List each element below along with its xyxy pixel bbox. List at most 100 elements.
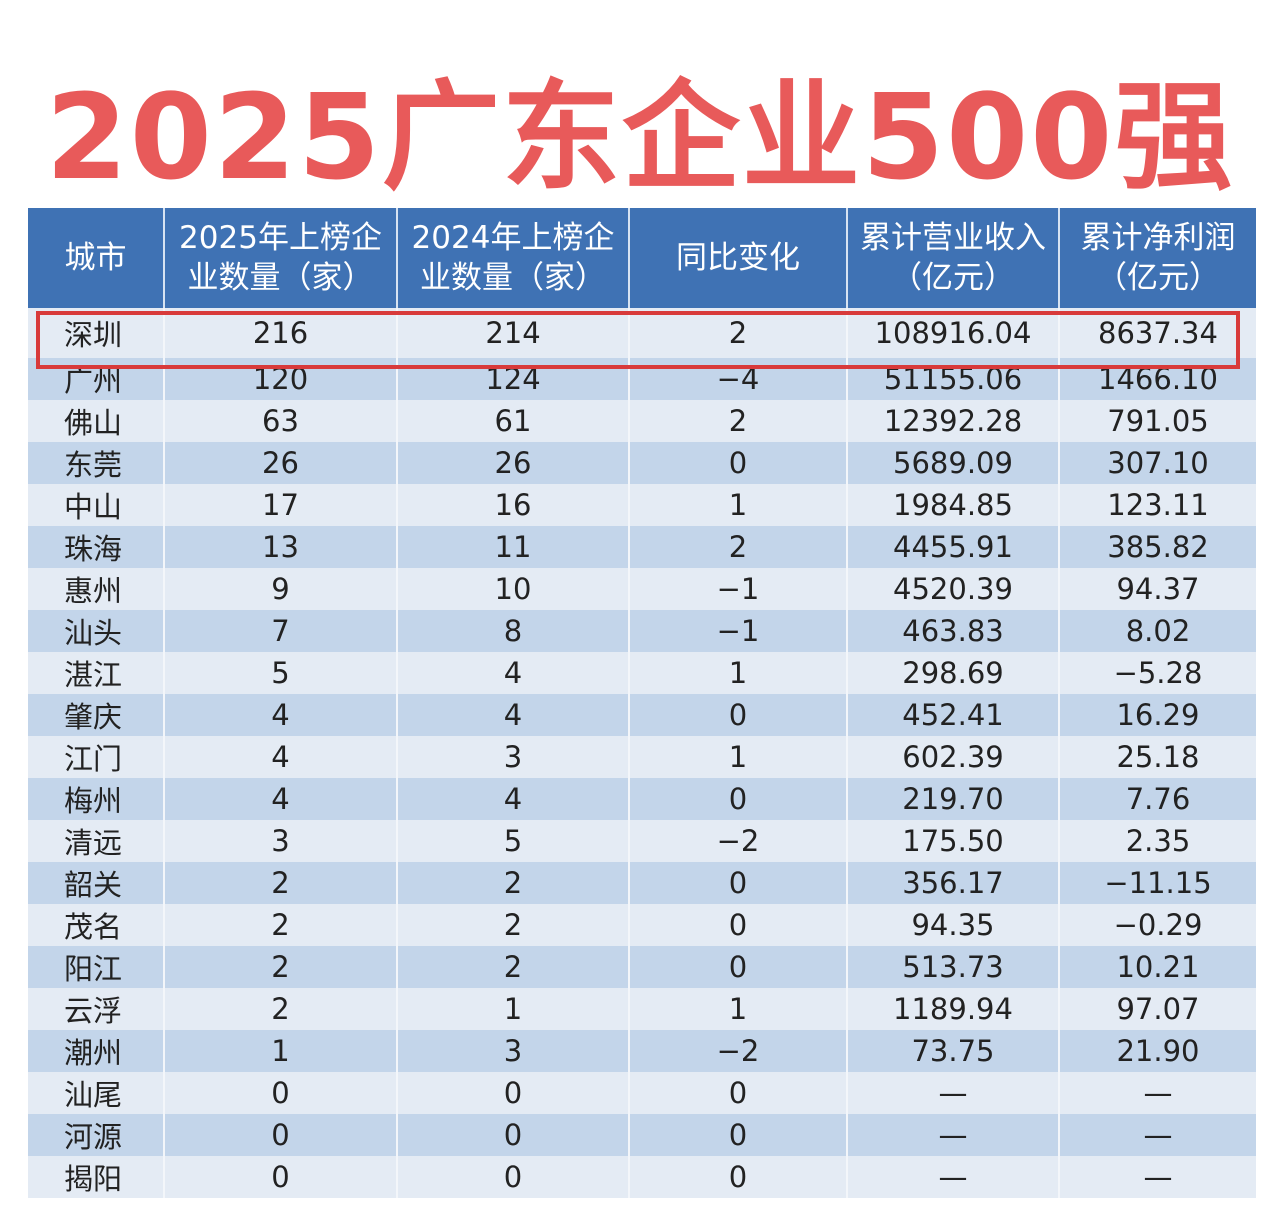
cell-net-profit: — [1143,1076,1173,1110]
table-row: 韶关 2 2 0 356.17 −11.15 [28,862,1256,904]
header-net-profit: 累计净利润 （亿元） [1080,220,1236,296]
cell-yoy-change: 2 [630,308,848,358]
cell-revenue: 12392.28 [848,400,1060,442]
cell-net-profit: 791.05 [1107,404,1209,438]
cell-city: 揭阳 [28,1156,165,1198]
cell-yoy-change: 0 [630,862,848,904]
table-row: 潮州 1 3 −2 73.75 21.90 [28,1030,1256,1072]
table-row: 江门 4 3 1 602.39 25.18 [28,736,1256,778]
table-row: 佛山 63 61 2 12392.28 791.05 [28,400,1256,442]
cell-count-2024: 8 [398,610,630,652]
cell-yoy-change: −1 [630,610,848,652]
cell-city: 茂名 [28,904,165,946]
cell-city: 汕尾 [28,1072,165,1114]
cell-count-2024: 3 [398,736,630,778]
cell-count-2024: 0 [398,1114,630,1156]
cell-revenue: 4455.91 [848,526,1060,568]
cell-revenue: 51155.06 [848,358,1060,400]
table-row: 茂名 2 2 0 94.35 −0.29 [28,904,1256,946]
cell-count-2024: 124 [398,358,630,400]
cell-net-profit: 25.18 [1116,740,1200,774]
cell-city: 肇庆 [28,694,165,736]
cell-count-2025: 63 [165,400,398,442]
cell-count-2024: 214 [398,308,630,358]
cell-count-2024: 61 [398,400,630,442]
cell-city: 深圳 [28,308,165,358]
cell-count-2024: 16 [398,484,630,526]
cell-revenue: 1189.94 [848,988,1060,1030]
cell-city: 湛江 [28,652,165,694]
cell-city: 清远 [28,820,165,862]
cell-revenue: 463.83 [848,610,1060,652]
cell-revenue: 219.70 [848,778,1060,820]
cell-yoy-change: 0 [630,904,848,946]
cell-count-2025: 9 [165,568,398,610]
header-city: 城市 [28,208,165,308]
cell-count-2024: 26 [398,442,630,484]
cell-revenue: — [848,1114,1060,1156]
cell-city: 河源 [28,1114,165,1156]
cell-city: 阳江 [28,946,165,988]
cell-yoy-change: 2 [630,526,848,568]
table-row: 河源 0 0 0— — [28,1114,1256,1156]
cell-net-profit: — [1143,1160,1173,1194]
cell-count-2025: 4 [165,694,398,736]
cell-revenue: 73.75 [848,1030,1060,1072]
cell-count-2025: 216 [165,308,398,358]
cell-count-2025: 120 [165,358,398,400]
cell-yoy-change: 0 [630,946,848,988]
cell-count-2024: 0 [398,1072,630,1114]
page-title: 2025广东企业500强 [45,68,1235,206]
cell-revenue: 1984.85 [848,484,1060,526]
cell-revenue: 513.73 [848,946,1060,988]
table-row: 揭阳 0 0 0— — [28,1156,1256,1198]
cell-city: 梅州 [28,778,165,820]
cell-yoy-change: 0 [630,442,848,484]
cell-net-profit: 97.07 [1116,992,1200,1026]
table-row: 云浮 2 1 1 1189.94 97.07 [28,988,1256,1030]
cell-count-2025: 2 [165,988,398,1030]
cell-yoy-change: 2 [630,400,848,442]
cell-revenue: 298.69 [848,652,1060,694]
cell-yoy-change: 1 [630,484,848,526]
cell-count-2024: 5 [398,820,630,862]
cell-count-2025: 4 [165,778,398,820]
cell-city: 佛山 [28,400,165,442]
cell-count-2024: 2 [398,862,630,904]
cell-city: 汕头 [28,610,165,652]
cell-revenue: 356.17 [848,862,1060,904]
cell-net-profit: 10.21 [1116,950,1200,984]
cell-yoy-change: −1 [630,568,848,610]
cell-count-2025: 0 [165,1114,398,1156]
cell-city: 潮州 [28,1030,165,1072]
cell-yoy-change: −4 [630,358,848,400]
cell-revenue: 452.41 [848,694,1060,736]
cell-revenue: 175.50 [848,820,1060,862]
cell-yoy-change: 0 [630,1114,848,1156]
table-row: 汕头 7 8 −1 463.83 8.02 [28,610,1256,652]
table-row: 中山 17 16 1 1984.85 123.11 [28,484,1256,526]
cell-yoy-change: 1 [630,988,848,1030]
header-revenue: 累计营业收入 （亿元） [848,208,1060,308]
table-row: 湛江 5 4 1 298.69 −5.28 [28,652,1256,694]
cell-city: 惠州 [28,568,165,610]
header-yoy-change: 同比变化 [630,208,848,308]
cell-net-profit: 385.82 [1107,530,1209,564]
table-row: 阳江 2 2 0 513.73 10.21 [28,946,1256,988]
cell-net-profit: 1466.10 [1098,362,1218,396]
cell-count-2024: 11 [398,526,630,568]
cell-count-2025: 26 [165,442,398,484]
cell-count-2025: 4 [165,736,398,778]
table-row: 深圳 216 214 2 108916.04 8637.34 [28,308,1256,358]
cell-city: 东莞 [28,442,165,484]
cell-count-2024: 2 [398,904,630,946]
cell-count-2025: 0 [165,1072,398,1114]
table-body: 深圳 216 214 2 108916.04 8637.34 广州 120 124 −4 51155… [28,308,1256,1198]
table-row: 肇庆 4 4 0 452.41 16.29 [28,694,1256,736]
cell-count-2025: 13 [165,526,398,568]
cell-net-profit: 94.37 [1116,572,1200,606]
cell-count-2024: 0 [398,1156,630,1198]
cell-yoy-change: −2 [630,820,848,862]
cell-count-2024: 3 [398,1030,630,1072]
table-row: 梅州 4 4 0 219.70 7.76 [28,778,1256,820]
